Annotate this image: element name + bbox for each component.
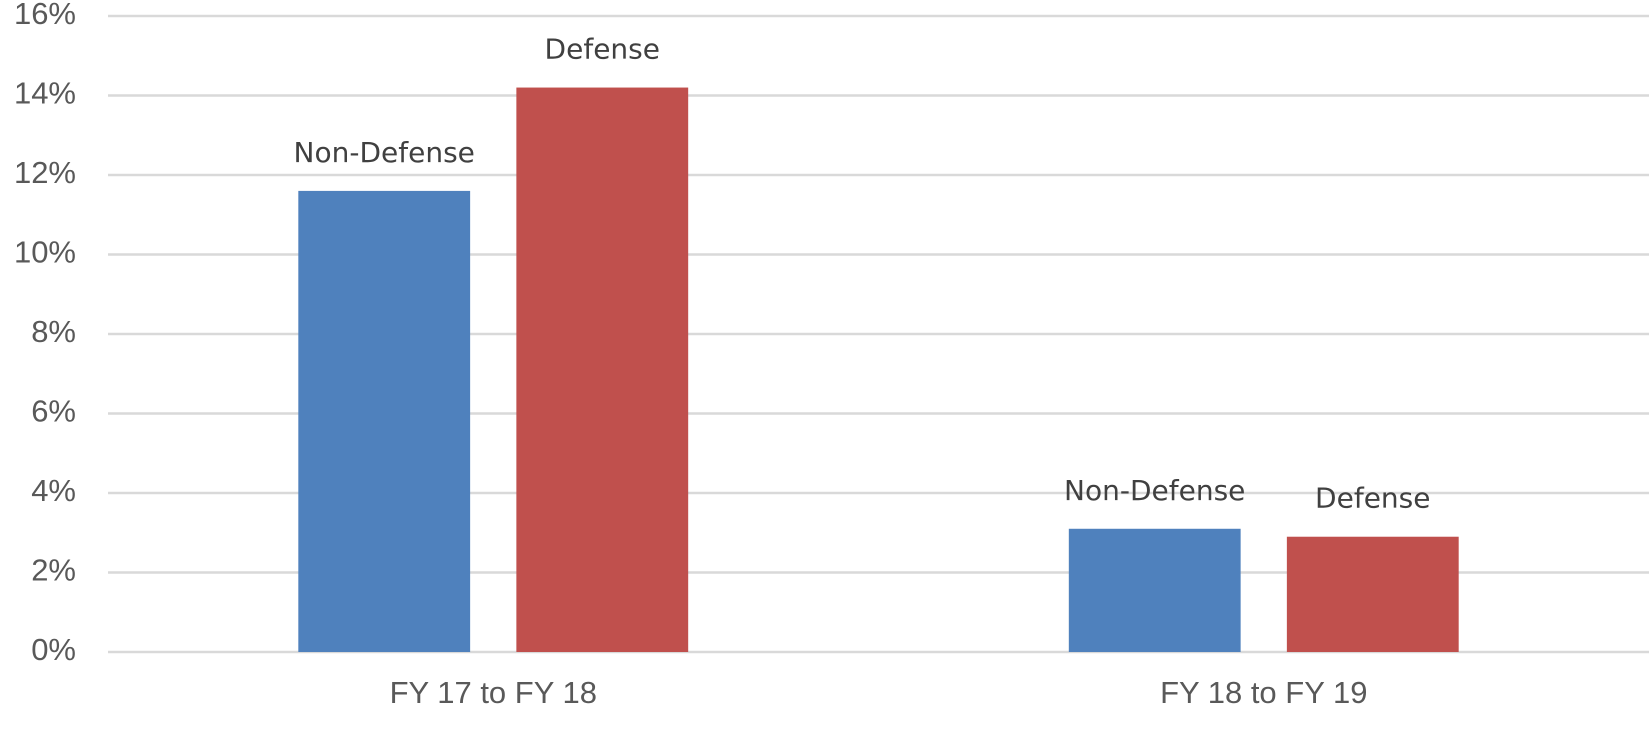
x-tick-label: FY 18 to FY 19: [1160, 675, 1367, 710]
y-tick-label: 10%: [14, 235, 76, 270]
data-label: Non-Defense: [1064, 474, 1245, 507]
y-tick-label: 2%: [31, 553, 76, 588]
y-tick-label: 12%: [14, 155, 76, 190]
y-tick-label: 8%: [31, 314, 76, 349]
bar: [1068, 528, 1241, 652]
data-label: Non-Defense: [294, 136, 475, 169]
x-tick-label: FY 17 to FY 18: [390, 675, 597, 710]
bar: [298, 190, 471, 652]
y-tick-label: 16%: [14, 0, 76, 31]
data-label: Defense: [545, 33, 660, 66]
data-label: Defense: [1315, 482, 1430, 515]
y-tick-label: 0%: [31, 632, 76, 667]
y-tick-label: 14%: [14, 76, 76, 111]
y-tick-label: 4%: [31, 473, 76, 508]
y-tick-label: 6%: [31, 394, 76, 429]
bar: [516, 87, 689, 653]
bar: [1286, 536, 1459, 652]
